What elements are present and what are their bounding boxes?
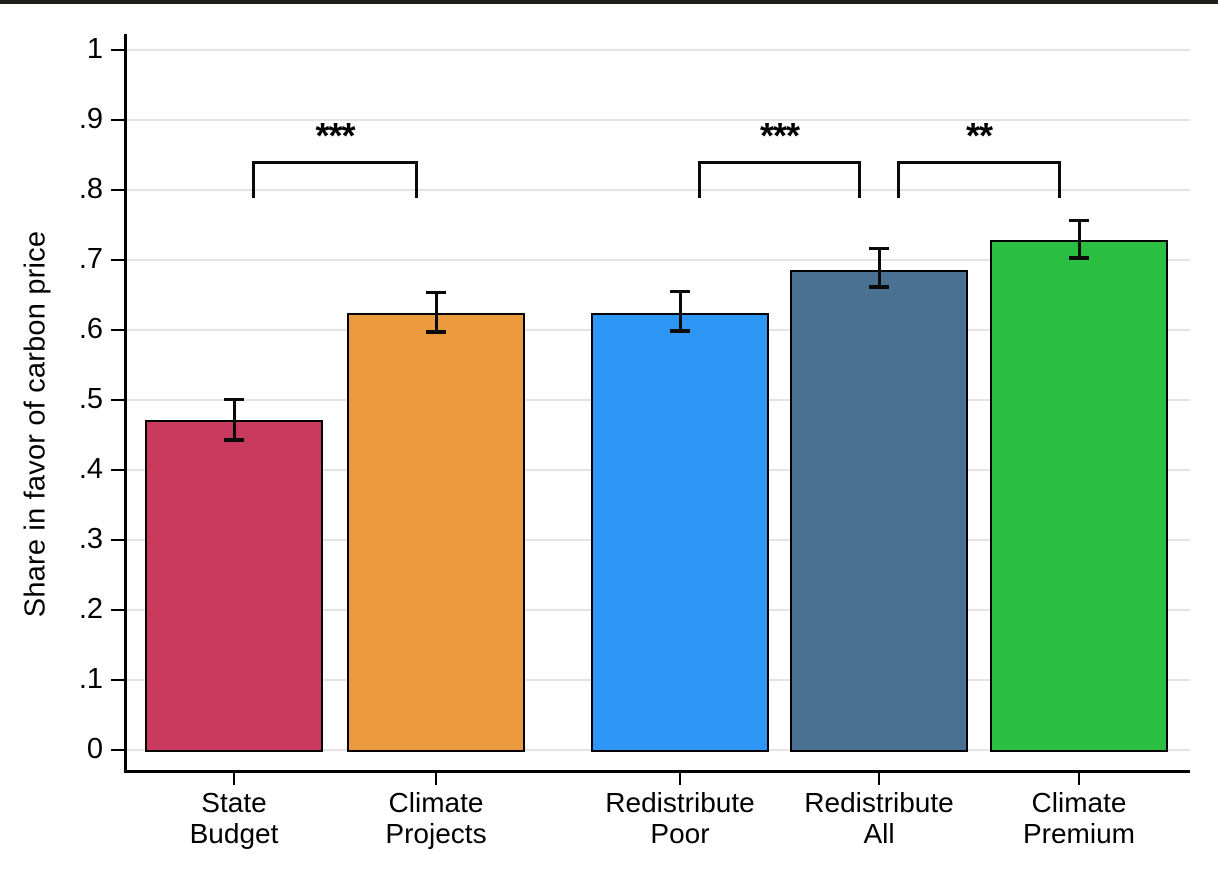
error-bar-state-budget-cap-top	[224, 397, 244, 401]
significance-bracket	[252, 161, 418, 198]
x-tick-label-line: Climate	[388, 787, 484, 818]
significance-stars: ***	[315, 115, 355, 156]
gridline	[126, 49, 1190, 51]
y-tick-label: .3	[78, 523, 103, 555]
y-tick-label: 1	[86, 33, 103, 65]
x-tick-label-state-budget: State Budget	[124, 787, 344, 849]
x-tick	[877, 772, 881, 785]
error-bar-redistribute-poor	[678, 291, 682, 331]
y-tick	[111, 188, 124, 192]
x-tick-label-line: Redistribute	[605, 787, 755, 818]
significance-bracket	[698, 161, 861, 198]
error-bar-state-budget-cap-bottom	[224, 438, 244, 442]
y-tick-label: .2	[78, 593, 103, 625]
bar-climate-premium	[990, 240, 1168, 752]
x-tick	[232, 772, 236, 785]
gridline	[126, 119, 1190, 121]
y-axis-title: Share in favor of carbon price	[19, 230, 52, 618]
significance-bracket	[897, 161, 1061, 198]
y-tick-label: .1	[78, 663, 103, 695]
x-tick	[678, 772, 682, 785]
error-bar-climate-premium-cap-top	[1069, 218, 1089, 222]
error-bar-redistribute-all-cap-bottom	[869, 285, 889, 289]
bar-state-budget	[145, 420, 323, 752]
x-tick-label-line: Projects	[385, 818, 487, 849]
error-bar-redistribute-all-cap-top	[869, 246, 889, 250]
significance-stars: ***	[759, 115, 800, 156]
y-tick	[111, 748, 124, 752]
y-tick	[111, 258, 124, 262]
top-border-line	[0, 0, 1218, 4]
error-bar-redistribute-poor-cap-top	[670, 289, 690, 293]
y-tick	[111, 328, 124, 332]
error-bar-climate-projects-cap-top	[426, 290, 446, 294]
y-tick	[111, 538, 124, 542]
x-tick-label-line: State	[201, 787, 267, 818]
x-tick	[1077, 772, 1081, 785]
y-tick-label: .5	[78, 383, 103, 415]
x-tick-label-redistribute-poor: Redistribute Poor	[570, 787, 790, 849]
y-tick	[111, 118, 124, 122]
error-bar-redistribute-all	[877, 248, 881, 287]
x-tick-label-line: All	[863, 818, 895, 849]
x-axis-line	[124, 770, 1190, 773]
x-tick-label-redistribute-all: Redistribute All	[769, 787, 989, 849]
x-tick	[434, 772, 438, 785]
bar-redistribute-poor	[591, 313, 769, 752]
y-tick-label: .4	[78, 453, 103, 485]
error-bar-redistribute-poor-cap-bottom	[670, 329, 690, 333]
x-tick-label-line: Budget	[189, 818, 279, 849]
bar-redistribute-all	[790, 270, 968, 752]
y-tick	[111, 398, 124, 402]
x-tick-label-climate-premium: Climate Premium	[969, 787, 1189, 849]
y-tick	[111, 608, 124, 612]
y-axis-line	[124, 34, 127, 770]
gridline	[126, 189, 1190, 191]
error-bar-climate-projects-cap-bottom	[426, 330, 446, 334]
x-tick-label-climate-projects: Climate Projects	[326, 787, 546, 849]
y-tick-label: 0	[86, 733, 103, 765]
significance-stars: **	[965, 115, 993, 156]
y-tick	[111, 48, 124, 52]
error-bar-climate-projects	[434, 292, 438, 332]
y-tick-label: .8	[78, 173, 103, 205]
y-tick-label: .6	[78, 313, 103, 345]
bar-climate-projects	[347, 313, 525, 752]
error-bar-state-budget	[232, 399, 236, 440]
y-tick	[111, 468, 124, 472]
x-tick-label-line: Climate	[1031, 787, 1127, 818]
error-bar-climate-premium	[1077, 220, 1081, 258]
error-bar-climate-premium-cap-bottom	[1069, 256, 1089, 260]
gridline	[126, 259, 1190, 261]
y-tick	[111, 678, 124, 682]
x-tick-label-line: Poor	[650, 818, 710, 849]
y-tick-label: .7	[78, 243, 103, 275]
x-tick-label-line: Premium	[1022, 818, 1135, 849]
y-tick-label: .9	[78, 103, 103, 135]
x-tick-label-line: Redistribute	[804, 787, 954, 818]
